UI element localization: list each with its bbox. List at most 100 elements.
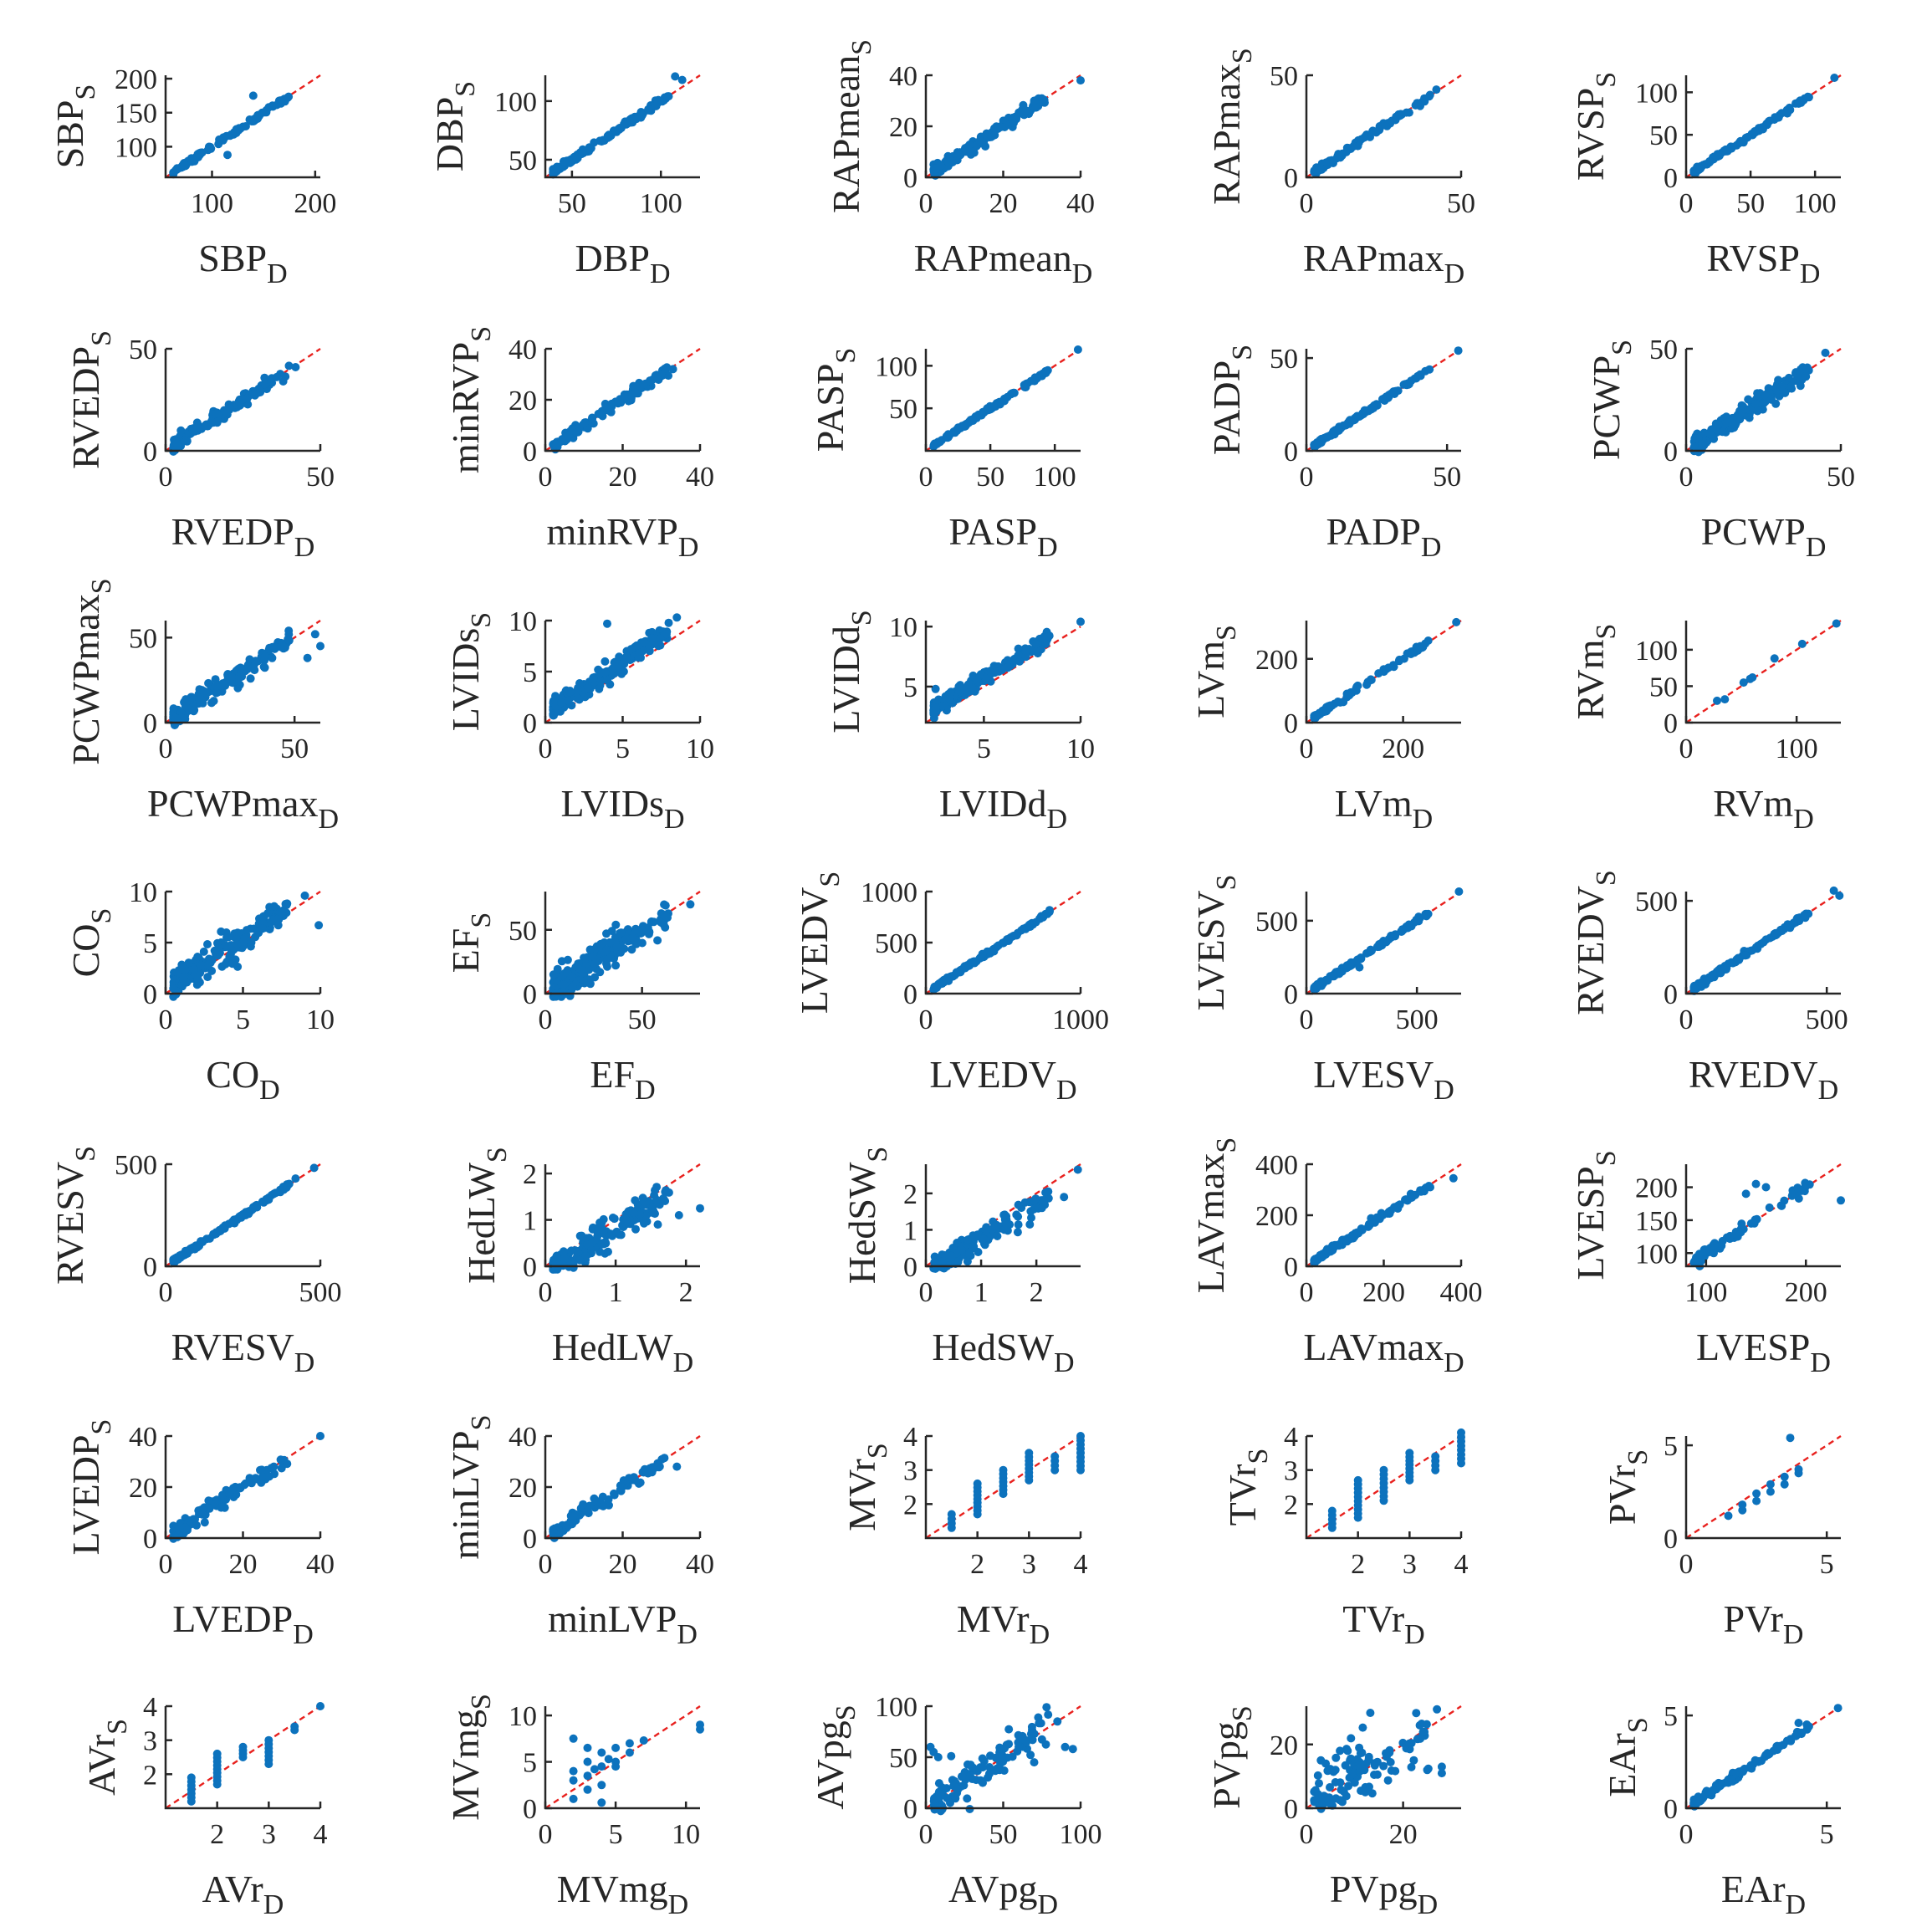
x-tick-label: 5 (616, 733, 630, 764)
data-point (197, 686, 207, 695)
x-axis-label: RVEDVD (1689, 1053, 1838, 1106)
y-tick-label: 4 (143, 1692, 157, 1723)
data-point (1044, 1187, 1053, 1196)
data-point (1369, 403, 1378, 412)
x-axis-label: RVEDPD (171, 510, 315, 563)
data-point (999, 938, 1008, 948)
data-point (973, 1230, 982, 1239)
data-point (1730, 421, 1740, 430)
data-point (1374, 669, 1383, 678)
data-point (1372, 1770, 1382, 1779)
data-point (631, 1224, 640, 1234)
data-point (646, 376, 654, 386)
data-point (1347, 958, 1356, 967)
x-tick-label: 2 (970, 1549, 984, 1580)
data-point (1076, 1432, 1085, 1440)
data-point (599, 1226, 608, 1235)
data-point (1432, 85, 1441, 95)
x-tick-label: 50 (1433, 462, 1461, 493)
data-point (612, 1227, 621, 1236)
x-tick-label: 2 (1030, 1277, 1044, 1308)
data-point (660, 1454, 669, 1463)
data-point (621, 392, 630, 401)
data-point (601, 657, 610, 666)
data-point (1068, 1745, 1077, 1754)
y-tick-label: 20 (509, 386, 537, 417)
data-point (172, 439, 181, 448)
y-axis-label: RVmS (1569, 624, 1622, 720)
data-point (284, 361, 294, 371)
data-point (1752, 1489, 1761, 1498)
data-point (1736, 406, 1745, 416)
data-point (1728, 413, 1737, 422)
x-tick-label: 5 (977, 733, 991, 764)
data-point (992, 1220, 1001, 1229)
data-point (1763, 1750, 1772, 1759)
data-point (672, 1462, 682, 1471)
data-point (552, 440, 561, 449)
data-point (1042, 1703, 1051, 1712)
data-point (583, 1771, 592, 1781)
data-point (1367, 1789, 1377, 1798)
y-tick-label: 500 (875, 928, 917, 959)
y-tick-label: 0 (523, 1794, 537, 1825)
y-tick-label: 1 (903, 1215, 917, 1246)
identity-line (1685, 1434, 1842, 1540)
x-tick-label: 40 (686, 462, 714, 493)
data-point (1037, 1204, 1046, 1213)
data-point (567, 1246, 576, 1255)
data-point (1784, 373, 1793, 382)
data-point (1708, 432, 1717, 442)
data-point (1311, 983, 1321, 992)
data-point (1061, 1742, 1070, 1751)
data-point (1832, 619, 1841, 628)
data-point (1425, 365, 1434, 374)
data-point (668, 365, 677, 374)
data-point (1390, 1203, 1399, 1212)
data-point (1786, 382, 1796, 391)
data-point (986, 947, 995, 956)
data-point (1753, 389, 1762, 398)
data-point (1323, 159, 1331, 167)
data-point (647, 634, 657, 643)
data-point (640, 1219, 648, 1228)
data-point (233, 939, 242, 948)
data-point (1364, 1755, 1373, 1764)
data-point (1786, 1736, 1796, 1745)
y-axis-label: MVmgS (444, 1694, 497, 1821)
data-point (616, 1486, 626, 1495)
y-axis-label: HedSWS (841, 1147, 893, 1285)
data-point (169, 704, 178, 713)
x-axis-label: LAVmaxD (1303, 1326, 1464, 1378)
x-axis-label: HedLWD (552, 1326, 693, 1378)
data-point (934, 1779, 943, 1788)
data-point (276, 642, 285, 652)
data-point (590, 138, 599, 147)
data-point (616, 124, 626, 133)
y-axis-label: AVrS (80, 1719, 133, 1796)
x-tick-label: 0 (1300, 1819, 1314, 1850)
data-point (1736, 1228, 1745, 1237)
data-point (987, 668, 995, 677)
data-point (935, 979, 944, 988)
data-point (963, 680, 973, 689)
x-tick-label: 0 (1300, 188, 1314, 219)
data-point (1353, 1475, 1362, 1485)
y-tick-label: 0 (143, 437, 157, 468)
data-point (1050, 1452, 1060, 1461)
y-axis-label: EArS (1601, 1717, 1653, 1797)
data-point (1350, 1778, 1359, 1787)
data-point (222, 407, 232, 417)
y-tick-label: 0 (143, 1524, 157, 1555)
data-point (611, 1762, 621, 1771)
y-tick-label: 10 (129, 877, 157, 908)
data-point (643, 1469, 652, 1478)
data-point (1720, 695, 1730, 704)
data-point (943, 432, 951, 441)
y-axis-label: LVmS (1189, 625, 1242, 718)
